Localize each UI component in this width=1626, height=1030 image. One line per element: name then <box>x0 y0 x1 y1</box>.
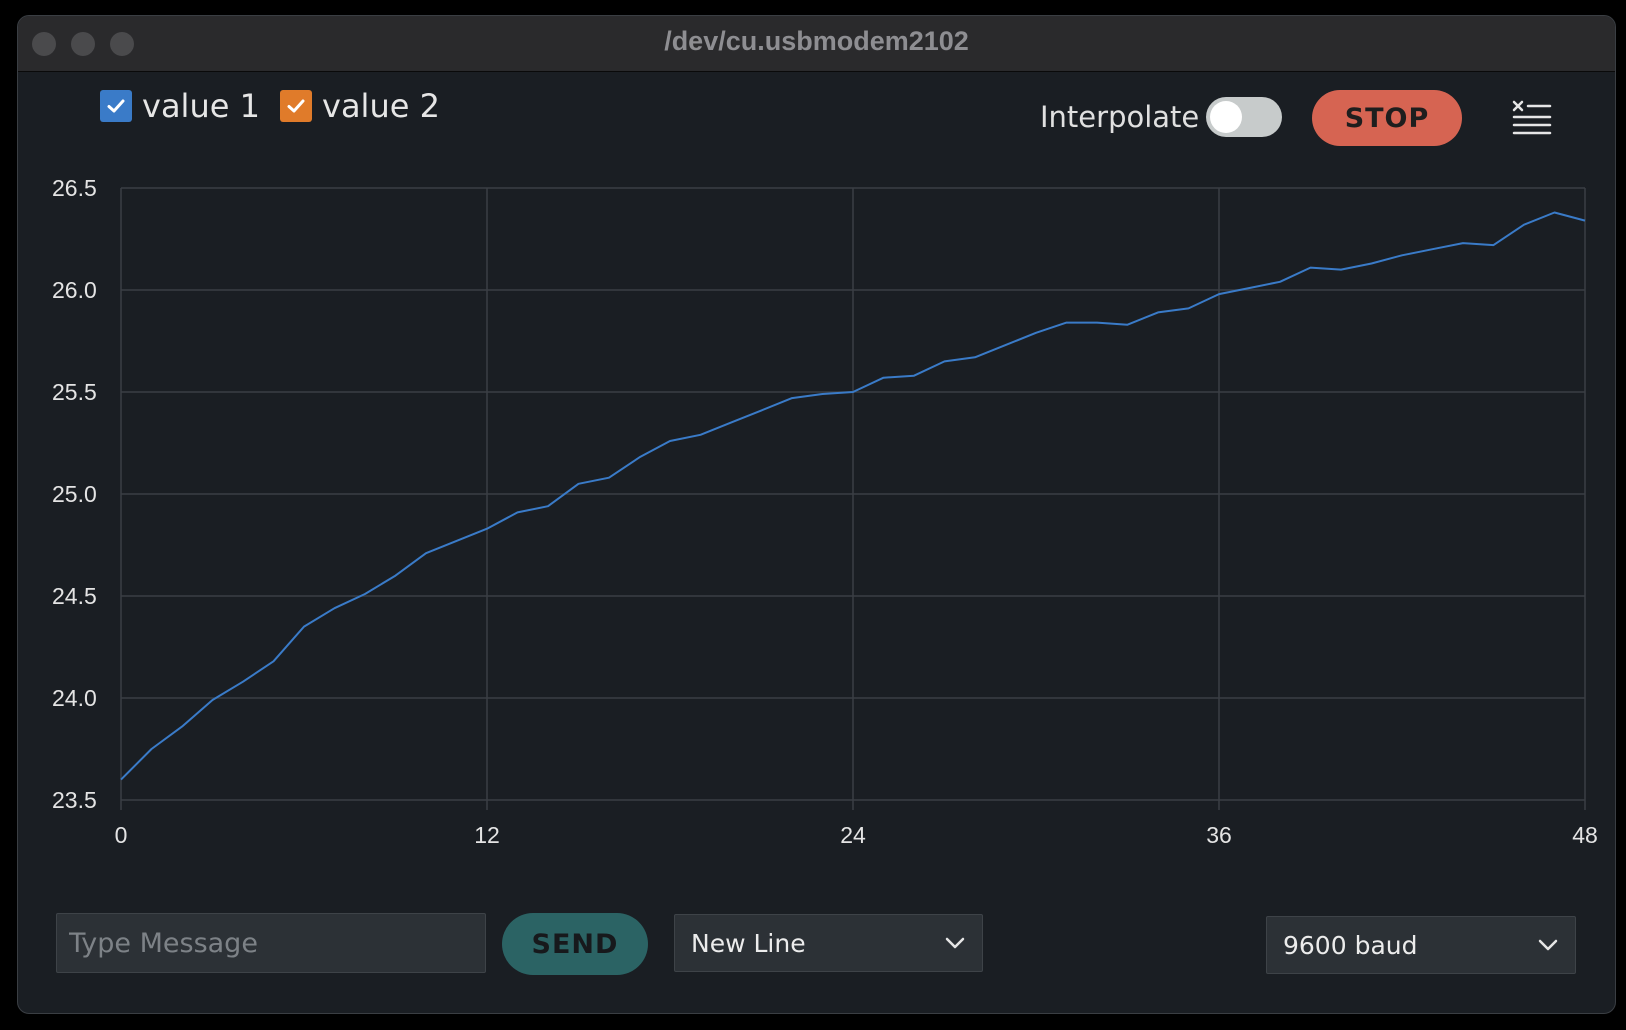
y-tick-label: 25.5 <box>52 379 97 405</box>
zoom-window-button[interactable] <box>110 32 134 56</box>
window-title: /dev/cu.usbmodem2102 <box>664 26 969 56</box>
interpolate-label: Interpolate <box>1040 100 1200 134</box>
value-1-label: value 1 <box>142 87 260 125</box>
x-tick-label: 48 <box>1572 822 1598 848</box>
x-tick-label: 24 <box>840 822 866 848</box>
chevron-down-icon <box>1538 939 1558 951</box>
y-tick-label: 23.5 <box>52 787 97 813</box>
baud-rate-value: 9600 baud <box>1283 930 1418 960</box>
line-ending-value: New Line <box>691 928 806 958</box>
message-input[interactable] <box>56 913 486 973</box>
y-tick-label: 24.5 <box>52 583 97 609</box>
checkmark-icon <box>287 99 305 113</box>
stop-button[interactable]: STOP <box>1312 90 1462 146</box>
legend-item-value-1[interactable]: value 1 <box>100 86 260 126</box>
line-chart: 26.5 26.0 25.5 25.0 24.5 24.0 23.5 0 12 24 36 48 <box>52 175 1598 848</box>
line-ending-select[interactable]: New Line <box>674 914 983 972</box>
checkmark-icon <box>107 99 125 113</box>
title-bar: /dev/cu.usbmodem2102 <box>18 16 1615 72</box>
x-tick-label: 12 <box>474 822 500 848</box>
y-tick-label: 24.0 <box>52 685 97 711</box>
serial-plotter-window: /dev/cu.usbmodem2102 <box>17 15 1616 1014</box>
x-tick-label: 36 <box>1206 822 1232 848</box>
send-button[interactable]: SEND <box>502 913 648 975</box>
value-1-checkbox[interactable] <box>100 90 132 122</box>
y-tick-label: 26.5 <box>52 175 97 201</box>
y-tick-label: 26.0 <box>52 277 97 303</box>
series-line-1 <box>120 211 1586 781</box>
chevron-down-icon <box>945 937 965 949</box>
interpolate-toggle[interactable] <box>1206 97 1282 137</box>
baud-rate-select[interactable]: 9600 baud <box>1266 916 1576 974</box>
value-2-label: value 2 <box>322 87 440 125</box>
legend-item-value-2[interactable]: value 2 <box>280 86 440 126</box>
clear-list-icon[interactable] <box>1510 98 1554 138</box>
y-tick-label: 25.0 <box>52 481 97 507</box>
value-2-checkbox[interactable] <box>280 90 312 122</box>
minimize-window-button[interactable] <box>71 32 95 56</box>
x-tick-label: 0 <box>115 822 128 848</box>
close-window-button[interactable] <box>32 32 56 56</box>
toggle-knob <box>1210 101 1242 133</box>
